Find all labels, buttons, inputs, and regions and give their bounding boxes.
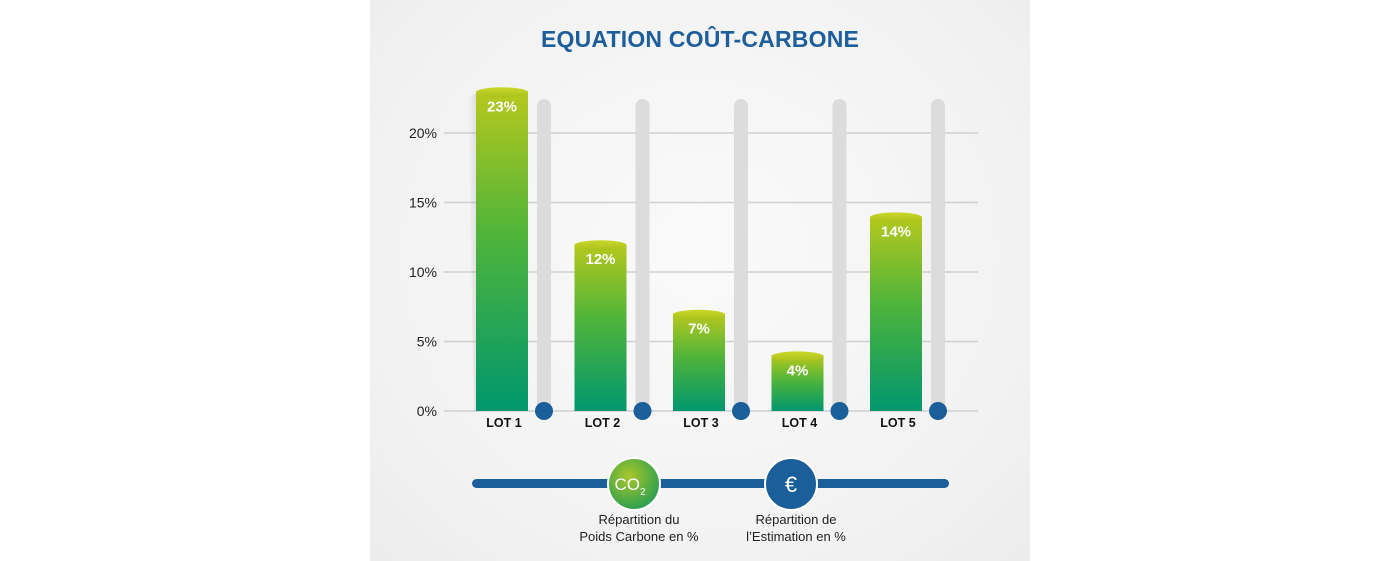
bar-cap — [771, 351, 824, 362]
euro-caption: Répartition de l’Estimation en % — [711, 511, 881, 545]
y-tick-label: 10% — [409, 264, 437, 280]
bar-cap — [574, 240, 627, 251]
x-tick-label: LOT 3 — [683, 416, 718, 430]
co2-caption-line2: Poids Carbone en % — [579, 529, 699, 544]
co2-icon-symbol: CO2 — [614, 475, 646, 498]
euro-caption-line2: l’Estimation en % — [746, 529, 846, 544]
estimation-dot — [830, 402, 849, 420]
estimation-track — [734, 99, 748, 411]
co2-icon — [607, 457, 661, 511]
bar — [870, 216, 922, 411]
y-tick-label: 0% — [417, 403, 437, 419]
estimation-dot — [633, 402, 652, 420]
bar — [574, 244, 627, 411]
bar-value-label: 12% — [585, 251, 615, 268]
bar — [771, 355, 824, 411]
bar-value-label: 4% — [787, 362, 809, 379]
euro-icon-symbol: € — [785, 472, 797, 497]
co2-caption: Répartition du Poids Carbone en % — [554, 511, 724, 545]
x-tick-label: LOT 1 — [486, 416, 521, 430]
bar-cap — [673, 309, 725, 320]
estimation-dot — [535, 402, 553, 420]
y-tick-label: 5% — [417, 334, 437, 350]
bar — [476, 91, 528, 412]
estimation-dot — [929, 402, 947, 420]
euro-caption-line1: Répartition de — [755, 512, 837, 527]
bar-cap — [870, 212, 922, 223]
estimation-dot — [732, 402, 750, 420]
co2-caption-line1: Répartition du — [598, 512, 680, 527]
y-tick-label: 15% — [409, 195, 437, 211]
bar — [673, 313, 725, 411]
x-tick-label: LOT 2 — [585, 416, 620, 430]
euro-icon — [764, 457, 818, 511]
estimation-track — [537, 99, 551, 411]
bar-cap — [476, 87, 528, 98]
x-tick-label: LOT 5 — [880, 416, 915, 430]
bar-value-label: 7% — [688, 321, 710, 338]
bar-value-label: 14% — [881, 223, 911, 240]
estimation-track — [635, 99, 650, 411]
estimation-track — [931, 99, 945, 411]
y-tick-label: 20% — [409, 125, 437, 141]
x-tick-label: LOT 4 — [782, 416, 817, 430]
bar-shadow — [468, 93, 476, 412]
estimation-track — [832, 99, 847, 411]
legend-axis-line — [472, 479, 949, 488]
bar-value-label: 23% — [487, 98, 517, 115]
chart-title: EQUATION COÛT-CARBONE — [540, 26, 860, 52]
